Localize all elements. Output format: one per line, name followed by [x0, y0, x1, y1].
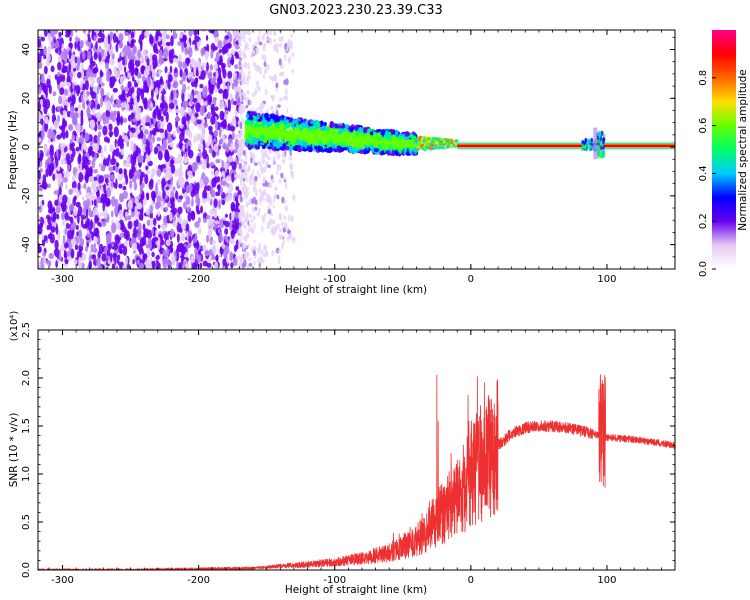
- x-tick-label: -300: [51, 274, 74, 285]
- y-tick-label: 0.5: [21, 514, 32, 530]
- snr-background: [38, 330, 675, 570]
- y-tick-label: 1.5: [21, 418, 32, 434]
- figure-title: GN03.2023.230.23.39.C33: [269, 3, 443, 18]
- colorbar: 0.0 0.2 0.4 0.6 0.8 Normalized spectral ampl…: [698, 30, 749, 277]
- spectrogram-ylabel: Frequency (Hz): [7, 110, 19, 189]
- x-tick-label: -100: [323, 575, 346, 586]
- x-tick-label: -200: [187, 575, 210, 586]
- x-tick-label: -200: [187, 274, 210, 285]
- spectrogram-image: [38, 30, 675, 269]
- snr-frame: [37, 329, 676, 571]
- y-tick-label: 2.0: [21, 370, 32, 386]
- x-tick-label: 0: [468, 274, 474, 285]
- x-tick-label: -300: [51, 575, 74, 586]
- y-tick-label: -40: [21, 236, 32, 252]
- spectrogram-xlabel: Height of straight line (km): [285, 284, 427, 296]
- y-tick-label: 0: [21, 144, 32, 150]
- y-tick-label: 1.0: [21, 466, 32, 482]
- y-tick-label: 40: [21, 43, 32, 56]
- colorbar-label: Normalized spectral amplitude: [737, 69, 749, 230]
- snr-ylabel: SNR (10 * v/v): [8, 413, 20, 488]
- colorbar-bar: [712, 30, 736, 269]
- x-tick-label: 100: [597, 575, 616, 586]
- colorbar-ticks: 0.0 0.2 0.4 0.6 0.8: [698, 70, 716, 277]
- colorbar-tick-label: 0.6: [698, 118, 709, 134]
- y-tick-label: 0.0: [21, 562, 32, 578]
- spectrogram-frame: [37, 29, 676, 270]
- snr-multiplier: (x10⁴): [9, 311, 20, 342]
- snr-ticks: -300 -200 -100 0 100 0.0 0.5 1.0 1.5 2.0 2.5: [21, 322, 676, 586]
- x-tick-label: -100: [323, 274, 346, 285]
- colorbar-tick-label: 0.8: [698, 70, 709, 86]
- snr-panel: -300 -200 -100 0 100 0.0 0.5 1.0 1.5 2.0 2.5 Heigh…: [8, 311, 676, 596]
- colorbar-tick-label: 0.0: [698, 261, 709, 277]
- colorbar-tick-label: 0.4: [698, 165, 709, 181]
- x-tick-label: 0: [468, 575, 474, 586]
- colorbar-tick-label: 0.2: [698, 213, 709, 229]
- y-tick-label: -20: [21, 188, 32, 204]
- snr-xlabel: Height of straight line (km): [285, 584, 427, 596]
- x-tick-label: 100: [597, 274, 616, 285]
- y-tick-label: 2.5: [21, 322, 32, 338]
- y-tick-label: 20: [21, 92, 32, 105]
